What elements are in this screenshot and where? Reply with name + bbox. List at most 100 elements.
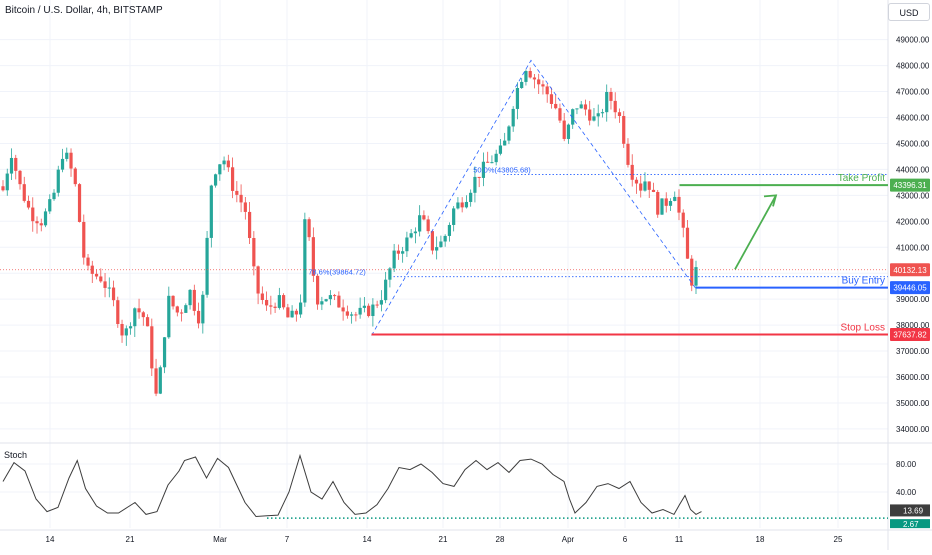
candle-body: [532, 77, 537, 80]
candle: [128, 322, 133, 335]
candle-body: [668, 200, 673, 206]
candle: [481, 152, 486, 187]
candle: [90, 260, 94, 283]
candle: [48, 194, 52, 214]
candle-body: [639, 183, 643, 191]
candle-body: [469, 192, 473, 202]
candle-body: [43, 211, 48, 226]
candle: [422, 210, 426, 221]
candle-body: [133, 308, 137, 327]
time-tick-label: Mar: [213, 535, 227, 544]
candle-body: [481, 161, 486, 178]
buy-entry-tag-label: 39446.05: [893, 284, 927, 293]
candle-body: [460, 202, 464, 208]
candle-body: [103, 281, 107, 288]
candle-body: [622, 116, 626, 144]
candle: [52, 189, 56, 201]
candle-body: [571, 109, 575, 125]
trade-levels: Take Profit Buy Entry Stop Loss: [371, 173, 888, 336]
current-price-tag-label: 40132.13: [893, 266, 927, 275]
candle-body: [18, 170, 22, 185]
candle: [86, 254, 90, 271]
candle-body: [145, 317, 150, 327]
candle-body: [426, 219, 430, 232]
candle-body: [9, 157, 14, 174]
candle-body: [664, 198, 668, 206]
candle: [137, 298, 141, 319]
candle-body: [537, 79, 541, 85]
time-tick-label: 21: [439, 535, 448, 544]
candle: [541, 80, 545, 95]
candle-body: [337, 295, 341, 308]
candle-body: [634, 179, 639, 184]
candle: [94, 269, 99, 280]
candle: [77, 183, 82, 223]
candle-body: [452, 208, 456, 225]
candle: [490, 155, 494, 164]
price-tick-label: 45000.00: [896, 139, 930, 148]
candle-body: [588, 109, 592, 121]
fib-786-label: 78.6%(39864.72): [308, 268, 366, 277]
candle: [73, 167, 77, 187]
stop-loss-tag-label: 37637.82: [893, 330, 927, 339]
candle-body: [52, 192, 56, 200]
candle: [409, 229, 413, 239]
candle: [473, 166, 477, 203]
candle-body: [435, 247, 439, 251]
candle-body: [494, 153, 498, 163]
candle: [388, 266, 392, 288]
candle-body: [447, 224, 452, 236]
candle: [14, 154, 18, 180]
candle: [554, 94, 558, 110]
candle: [626, 138, 630, 168]
candle: [9, 148, 14, 180]
candle-body: [371, 304, 375, 317]
candle-body: [56, 169, 60, 193]
candle: [111, 280, 116, 307]
stoch-value-tag: [890, 504, 930, 517]
candle: [299, 294, 303, 318]
candle: [503, 132, 507, 146]
candle: [460, 197, 464, 213]
price-tick-label: 35000.00: [896, 399, 930, 408]
candle-body: [86, 257, 90, 266]
candle-body: [630, 164, 634, 180]
candle-body: [660, 198, 664, 215]
candle: [634, 177, 639, 194]
candle: [184, 303, 188, 313]
candle: [133, 307, 137, 337]
time-tick-label: 25: [834, 535, 843, 544]
price-tick-label: 34000.00: [896, 425, 930, 434]
candle: [579, 100, 583, 109]
buy-entry-label: Buy Entry: [842, 276, 885, 287]
candle: [69, 148, 73, 177]
candle: [456, 197, 460, 210]
price-tags: 43396.31 40132.13 39446.05 37637.82: [890, 178, 930, 341]
price-tick-label: 38000.00: [896, 321, 930, 330]
candle: [39, 218, 43, 232]
candle: [273, 302, 277, 314]
candle: [605, 84, 609, 122]
candle: [392, 243, 396, 273]
candle-body: [477, 176, 481, 178]
candle-body: [554, 103, 558, 109]
candle: [558, 103, 562, 124]
candle-body: [239, 194, 243, 203]
candle: [345, 305, 349, 319]
candle-body: [379, 300, 383, 305]
stoch-value2-tag: [890, 519, 930, 529]
time-tick-label: 7: [285, 535, 290, 544]
candle-body: [22, 184, 26, 201]
candle: [324, 298, 328, 302]
candle: [439, 235, 443, 248]
candle-body: [545, 86, 549, 95]
candle: [188, 288, 192, 310]
candle-body: [162, 337, 167, 368]
candle-body: [184, 305, 188, 313]
currency-button[interactable]: USD: [888, 3, 930, 21]
candle: [630, 154, 634, 187]
candle-body: [226, 160, 230, 168]
candle-body: [282, 295, 286, 308]
